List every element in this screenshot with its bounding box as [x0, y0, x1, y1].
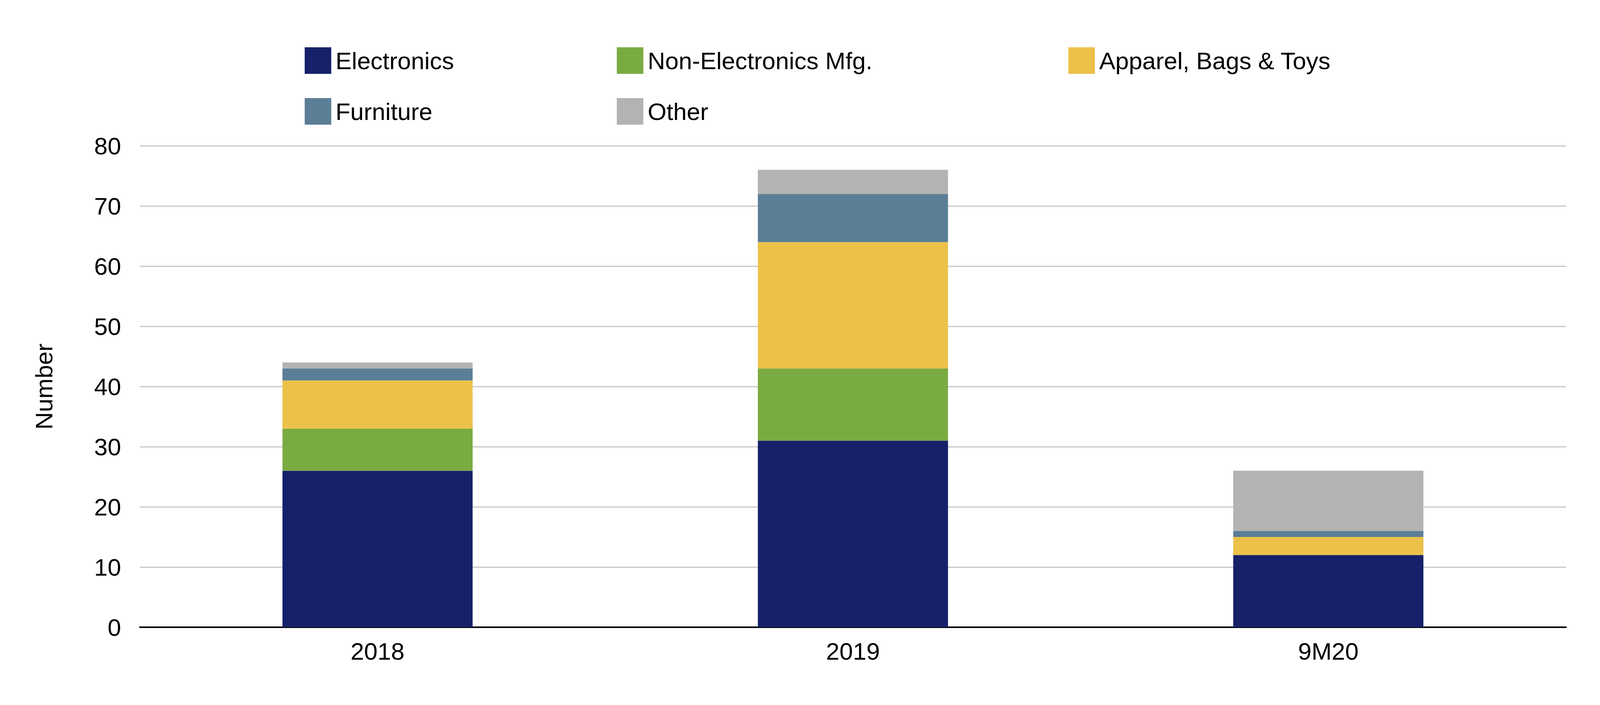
svg-text:9M20: 9M20	[1298, 637, 1359, 665]
svg-text:Electronics: Electronics	[335, 47, 454, 75]
svg-text:50: 50	[94, 312, 122, 340]
svg-text:Apparel, Bags & Toys: Apparel, Bags & Toys	[1099, 47, 1331, 75]
svg-text:Furniture: Furniture	[335, 98, 433, 125]
svg-text:Number: Number	[30, 343, 58, 430]
svg-text:60: 60	[94, 252, 122, 280]
svg-text:0: 0	[107, 613, 122, 641]
svg-text:2019: 2019	[826, 637, 881, 665]
svg-text:20: 20	[94, 493, 122, 521]
svg-text:Other: Other	[647, 98, 709, 125]
svg-text:Non-Electronics Mfg.: Non-Electronics Mfg.	[647, 47, 873, 75]
svg-text:30: 30	[94, 433, 122, 461]
svg-text:40: 40	[94, 373, 122, 400]
svg-text:80: 80	[94, 132, 122, 160]
svg-text:70: 70	[94, 192, 122, 220]
svg-text:2018: 2018	[350, 637, 405, 665]
svg-text:10: 10	[94, 553, 122, 581]
